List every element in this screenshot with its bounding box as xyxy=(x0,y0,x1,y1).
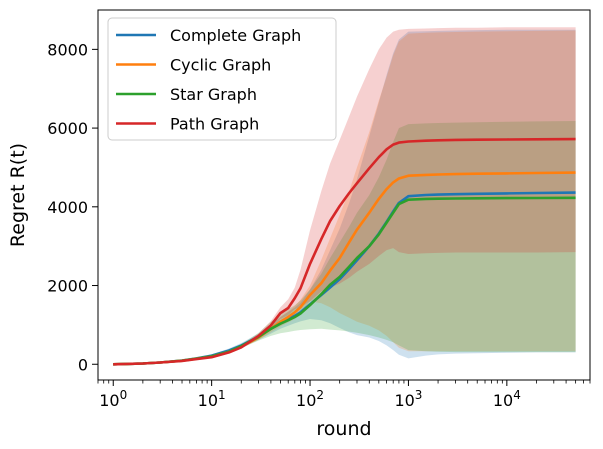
x-tick-label: 104 xyxy=(493,388,521,410)
legend-label: Path Graph xyxy=(170,115,259,134)
y-tick-label: 4000 xyxy=(47,198,88,217)
y-axis: 0 2000 4000 6000 8000 xyxy=(47,40,98,374)
y-tick-label: 2000 xyxy=(47,277,88,296)
legend-label: Cyclic Graph xyxy=(170,56,271,75)
x-axis: 100 101 102 103 104 xyxy=(97,380,591,410)
legend-label: Complete Graph xyxy=(170,26,301,45)
series-lines xyxy=(113,137,576,366)
y-tick-label: 0 xyxy=(78,355,88,374)
x-tick-label: 103 xyxy=(394,388,422,410)
band-path-graph xyxy=(113,27,576,365)
x-axis-label: round xyxy=(316,418,371,440)
band-star-graph xyxy=(113,121,576,365)
legend: Complete Graph Cyclic Graph Star Graph Path… xyxy=(107,17,337,141)
plot-frame xyxy=(97,9,591,381)
legend-box xyxy=(107,17,337,141)
y-tick-label: 8000 xyxy=(47,40,88,59)
band-cyclic-graph xyxy=(113,30,576,365)
y-tick-label: 6000 xyxy=(47,119,88,138)
confidence-bands xyxy=(113,27,576,365)
line-path-graph xyxy=(113,137,576,366)
x-tick-label: 102 xyxy=(296,388,324,410)
y-axis-label: Regret R(t) xyxy=(7,143,29,247)
x-tick-label: 101 xyxy=(198,388,226,410)
band-complete-graph xyxy=(113,29,576,365)
x-tick-label: 100 xyxy=(99,388,127,410)
legend-label: Star Graph xyxy=(170,85,257,104)
